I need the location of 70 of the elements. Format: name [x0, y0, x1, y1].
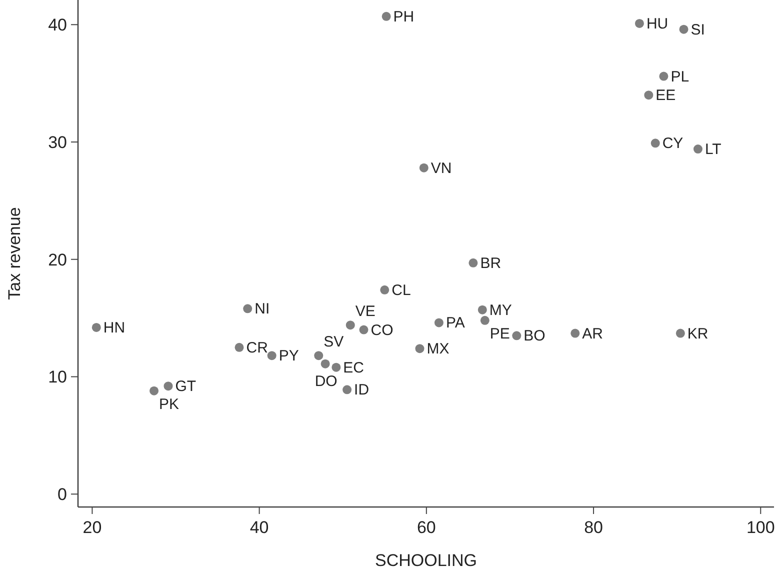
point	[92, 322, 101, 332]
point	[320, 359, 330, 368]
y-tick-label: 10	[48, 368, 67, 387]
point	[512, 331, 522, 340]
annotation: CL	[392, 282, 411, 299]
x-tick-label: 100	[746, 518, 775, 537]
point	[359, 325, 368, 334]
point	[650, 138, 660, 148]
annotation: CY	[662, 135, 684, 152]
annotation: BO	[524, 328, 546, 345]
point	[634, 18, 644, 28]
annotation: ID	[354, 382, 370, 399]
annotation: EC	[343, 359, 364, 376]
annotation: SI	[690, 21, 705, 38]
point	[380, 285, 390, 294]
annotation: VN	[430, 160, 452, 177]
point	[332, 362, 341, 372]
annotation: MY	[489, 302, 512, 319]
annotation: GT	[175, 378, 196, 396]
point	[478, 305, 487, 314]
point	[342, 385, 352, 394]
annotation: AR	[582, 325, 604, 342]
x-tick-label: 40	[250, 518, 269, 537]
point	[150, 386, 159, 396]
annotation: BR	[480, 254, 502, 272]
annotation: CR	[246, 339, 268, 356]
annotation: DO	[314, 372, 338, 390]
annotation: MX	[426, 340, 450, 358]
y-tick-label: 40	[48, 16, 67, 35]
point	[468, 258, 478, 268]
point	[346, 320, 355, 330]
annotation: VE	[355, 303, 376, 320]
point	[243, 304, 252, 314]
point	[234, 342, 244, 352]
point	[267, 351, 276, 360]
annotation: PE	[490, 325, 510, 342]
point	[480, 316, 490, 325]
y-tick-label: 0	[58, 485, 67, 504]
annotation: LT	[704, 141, 722, 158]
x-tick-label: 60	[416, 518, 436, 537]
point	[679, 24, 688, 34]
point	[314, 351, 324, 360]
y-axis-title: Tax revenue	[5, 207, 24, 300]
y-tick-label: 30	[48, 132, 67, 152]
annotation: PH	[393, 8, 414, 26]
annotation: PL	[670, 68, 690, 86]
point	[570, 328, 580, 338]
point	[164, 382, 173, 391]
y-tick-label: 20	[48, 250, 67, 270]
annotation: EE	[656, 87, 676, 104]
annotation: HU	[646, 15, 668, 32]
annotation: CO	[370, 322, 394, 339]
x-axis-title: SCHOOLING	[374, 551, 478, 570]
x-tick-label: 80	[584, 518, 603, 537]
point	[676, 328, 685, 338]
point	[382, 12, 391, 21]
annotation: PK	[159, 396, 180, 413]
annotation: KR	[687, 325, 708, 342]
annotation: PY	[278, 348, 299, 365]
annotation: HN	[103, 319, 126, 336]
point	[415, 344, 424, 354]
annotation: PA	[446, 314, 465, 332]
point	[419, 163, 428, 172]
x-tick-label: 20	[82, 518, 102, 537]
point	[434, 318, 444, 328]
annotation: NI	[254, 300, 270, 318]
point	[693, 144, 702, 154]
annotation: SV	[324, 334, 344, 351]
point	[659, 72, 668, 81]
point	[644, 90, 654, 100]
